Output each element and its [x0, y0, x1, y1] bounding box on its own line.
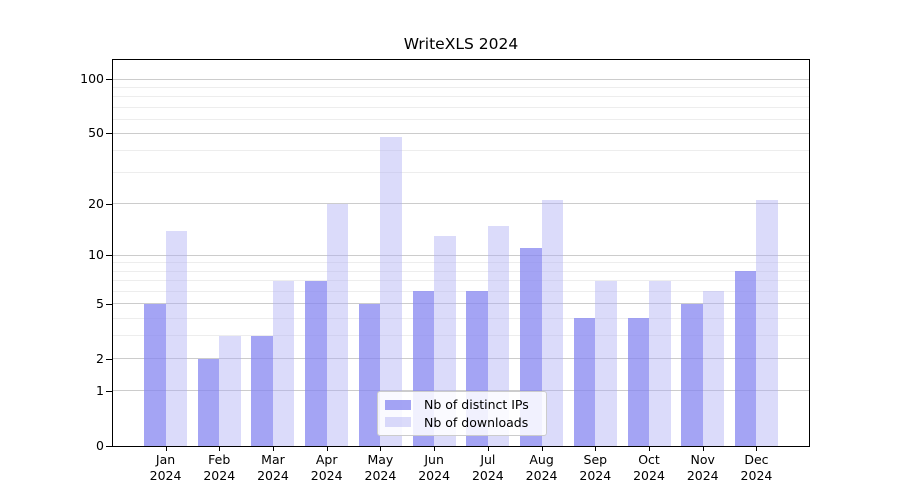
x-tick-label-aug: Aug 2024 — [525, 452, 558, 483]
x-tick-mar — [272, 447, 274, 451]
y-tick-label-1: 1 — [96, 382, 104, 398]
x-tick-label-mar: Mar 2024 — [257, 452, 289, 483]
x-tick-jan — [165, 447, 167, 451]
gridline-minor-4 — [113, 317, 809, 319]
gridline-major-1 — [113, 390, 809, 392]
y-tick-1 — [106, 390, 112, 392]
legend-swatch-downloads — [385, 417, 411, 428]
x-tick-label-may: May 2024 — [364, 452, 397, 483]
legend-label-downloads: Nb of downloads — [424, 414, 529, 430]
gridline-minor-8 — [113, 270, 809, 272]
x-tick-label-oct: Oct 2024 — [633, 452, 665, 483]
y-tick-label-20: 20 — [88, 195, 104, 211]
x-tick-label-jun: Jun 2024 — [418, 452, 451, 483]
y-tick-20 — [106, 203, 112, 205]
x-tick-label-jul: Jul 2024 — [471, 452, 504, 483]
gridline-minor-7 — [113, 280, 809, 282]
y-tick-100 — [106, 79, 112, 80]
gridline-major-20 — [113, 203, 809, 205]
bar-apr-distinct-ips — [305, 280, 327, 446]
x-tick-label-feb: Feb 2024 — [203, 452, 236, 483]
bar-dec-distinct-ips — [734, 271, 757, 446]
y-tick-2 — [106, 358, 112, 360]
gridline-minor-70 — [113, 106, 809, 108]
bar-apr-downloads — [326, 203, 349, 446]
x-tick-dec — [756, 447, 758, 451]
gridline-major-50 — [113, 132, 809, 134]
bar-feb-downloads — [219, 335, 241, 446]
legend-label-distinct-ips: Nb of distinct IPs — [424, 397, 529, 413]
gridline-major-2 — [113, 358, 809, 360]
x-tick-label-nov: Nov 2024 — [686, 452, 719, 483]
gridline-major-5 — [113, 303, 809, 305]
x-tick-jun — [434, 447, 436, 451]
gridline-minor-60 — [113, 118, 809, 120]
legend: Nb of distinct IPs Nb of downloads — [377, 391, 547, 436]
x-tick-label-sep: Sep 2024 — [579, 452, 612, 483]
legend-entry-downloads: Nb of downloads — [385, 415, 539, 430]
bar-may-downloads — [380, 136, 402, 446]
chart-title: WriteXLS 2024 — [403, 35, 519, 53]
bar-jan-downloads — [165, 230, 188, 446]
y-tick-label-5: 5 — [96, 295, 104, 311]
y-tick-5 — [106, 303, 112, 305]
x-tick-oct — [649, 447, 651, 451]
bar-sep-distinct-ips — [573, 318, 596, 446]
bar-jul-downloads — [487, 225, 510, 446]
gridline-minor-40 — [113, 150, 809, 152]
x-tick-jul — [487, 447, 489, 451]
gridline-minor-90 — [113, 86, 809, 88]
y-tick-label-10: 10 — [88, 247, 104, 263]
bar-feb-distinct-ips — [197, 358, 220, 446]
x-tick-nov — [702, 447, 704, 451]
bar-oct-distinct-ips — [627, 318, 650, 446]
legend-swatch-distinct-ips — [385, 399, 411, 410]
x-tick-sep — [595, 447, 597, 451]
legend-entry-distinct-ips: Nb of distinct IPs — [385, 397, 539, 412]
gridline-minor-9 — [113, 262, 809, 264]
gridline-minor-80 — [113, 96, 809, 98]
bar-aug-downloads — [541, 200, 564, 446]
x-tick-apr — [326, 447, 328, 451]
bar-nov-downloads — [702, 291, 725, 446]
bar-dec-downloads — [756, 200, 778, 446]
gridline-minor-6 — [113, 290, 809, 292]
gridline-major-10 — [113, 254, 809, 256]
y-tick-label-50: 50 — [88, 125, 104, 141]
y-tick-label-0: 0 — [96, 438, 104, 453]
y-tick-10 — [106, 255, 112, 257]
y-tick-label-2: 2 — [96, 350, 104, 366]
x-tick-aug — [541, 447, 543, 451]
y-tick-0 — [106, 446, 112, 447]
y-tick-50 — [106, 133, 112, 135]
x-tick-feb — [219, 447, 221, 451]
x-tick-label-jan: Jan 2024 — [149, 452, 182, 483]
x-tick-may — [380, 447, 382, 451]
bar-oct-downloads — [649, 280, 671, 446]
x-tick-label-apr: Apr 2024 — [310, 452, 343, 483]
bar-mar-downloads — [272, 280, 295, 446]
gridline-minor-3 — [113, 335, 809, 337]
gridline-major-100 — [113, 78, 809, 80]
plot-area — [112, 59, 810, 447]
x-tick-label-dec: Dec 2024 — [740, 452, 773, 483]
y-tick-label-100: 100 — [80, 71, 104, 86]
bar-sep-downloads — [595, 280, 617, 446]
bar-may-distinct-ips — [358, 303, 381, 446]
bar-nov-distinct-ips — [681, 303, 703, 446]
gridline-minor-30 — [113, 172, 809, 174]
bar-jan-distinct-ips — [144, 303, 166, 446]
bar-mar-distinct-ips — [251, 335, 273, 446]
